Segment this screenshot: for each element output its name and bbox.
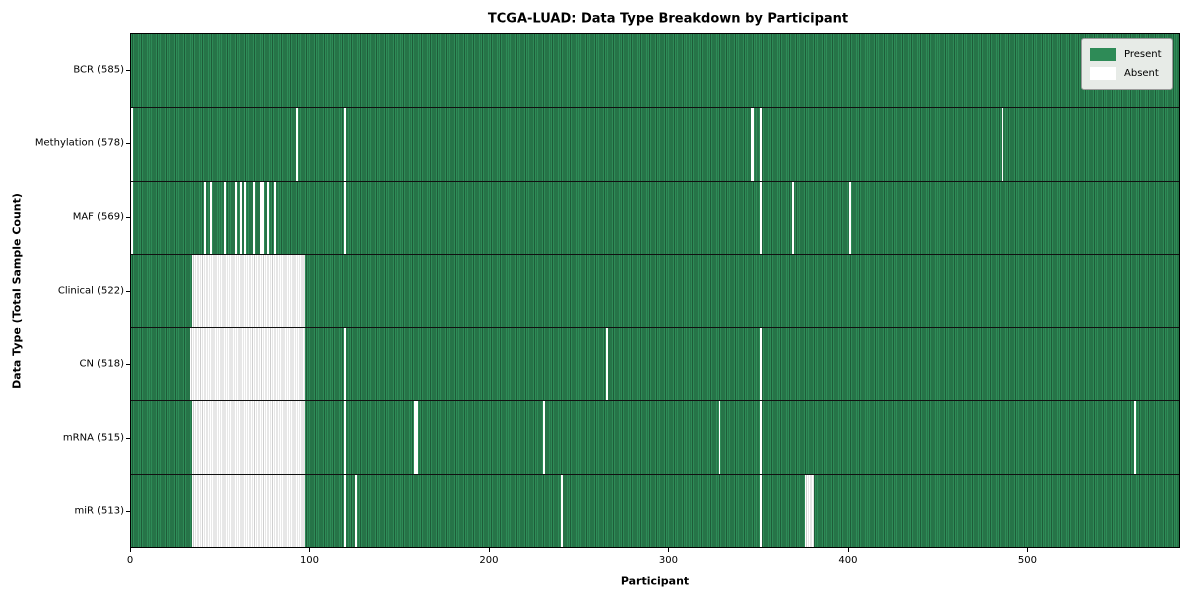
absent-marker xyxy=(543,401,545,474)
present-swatch xyxy=(1090,48,1116,61)
heatmap-row-bcr xyxy=(131,34,1179,108)
y-tick-mark xyxy=(126,143,130,145)
absent-marker xyxy=(1134,401,1136,474)
absent-marker xyxy=(804,474,814,547)
absent-swatch xyxy=(1090,67,1116,80)
absent-marker xyxy=(131,181,133,254)
absent-marker xyxy=(267,181,269,254)
plot-area: Present Absent xyxy=(130,33,1180,548)
legend: Present Absent xyxy=(1081,38,1173,90)
absent-marker xyxy=(259,181,264,254)
absent-marker xyxy=(344,181,346,254)
y-tick-label: Clinical (522) xyxy=(57,285,124,296)
y-tick-label: CN (518) xyxy=(79,358,124,370)
absent-marker xyxy=(414,401,418,474)
y-tick-mark xyxy=(126,290,130,292)
chart-title: TCGA-LUAD: Data Type Breakdown by Partic… xyxy=(487,11,849,27)
absent-marker xyxy=(191,474,305,547)
absent-marker xyxy=(191,254,305,328)
heatmap-row-methylation xyxy=(131,107,1179,181)
heatmap-row-cn xyxy=(131,327,1179,401)
absent-marker xyxy=(243,181,246,254)
x-tick-label: 400 xyxy=(838,555,858,566)
y-tick-label: MAF (569) xyxy=(72,211,124,223)
absent-marker xyxy=(605,328,608,401)
absent-marker xyxy=(240,181,243,254)
x-tick-label: 500 xyxy=(1017,555,1037,566)
absent-marker xyxy=(252,181,255,254)
y-tick-label: mRNA (515) xyxy=(62,432,124,444)
legend-item-present: Present xyxy=(1090,45,1164,64)
absent-marker xyxy=(209,181,212,254)
x-tick-mark xyxy=(488,548,490,552)
x-tick-label: 0 xyxy=(126,555,134,566)
absent-marker xyxy=(191,401,305,474)
absent-marker xyxy=(849,181,852,254)
absent-marker xyxy=(354,474,357,547)
x-tick-mark xyxy=(309,548,311,552)
legend-label-present: Present xyxy=(1124,49,1162,60)
heatmap-row-clinical xyxy=(131,253,1179,328)
y-tick-label: miR (513) xyxy=(74,505,124,517)
x-tick-mark xyxy=(668,548,670,552)
absent-marker xyxy=(344,401,346,474)
absent-marker xyxy=(234,181,237,254)
absent-marker xyxy=(131,108,133,181)
absent-marker xyxy=(224,181,226,254)
absent-marker xyxy=(750,108,755,181)
absent-marker xyxy=(759,474,762,547)
x-tick-label: 300 xyxy=(658,555,678,566)
y-tick-mark xyxy=(126,69,130,71)
y-axis-label: Data Type (Total Sample Count) xyxy=(10,193,24,389)
x-axis-label: Participant xyxy=(620,574,690,588)
absent-marker xyxy=(344,474,346,547)
x-tick-mark xyxy=(1027,548,1029,552)
absent-marker xyxy=(759,328,762,401)
y-tick-mark xyxy=(126,511,130,513)
absent-marker xyxy=(759,108,762,181)
absent-marker xyxy=(344,108,346,181)
absent-marker xyxy=(295,108,298,181)
y-tick-label: Methylation (578) xyxy=(34,137,124,149)
y-tick-mark xyxy=(126,364,130,366)
x-tick-label: 200 xyxy=(479,555,499,566)
absent-marker xyxy=(560,474,563,547)
x-tick-mark xyxy=(847,548,849,552)
absent-marker xyxy=(190,328,305,401)
absent-marker xyxy=(274,181,277,254)
heatmap-row-maf xyxy=(131,180,1179,254)
legend-label-absent: Absent xyxy=(1124,68,1159,79)
absent-marker xyxy=(204,181,207,254)
y-tick-mark xyxy=(126,216,130,218)
y-tick-label: BCR (585) xyxy=(73,64,124,76)
absent-marker xyxy=(792,181,794,254)
absent-marker xyxy=(759,401,762,474)
absent-marker xyxy=(1001,108,1004,181)
y-tick-mark xyxy=(126,437,130,439)
absent-marker xyxy=(718,401,721,474)
heatmap-row-mrna xyxy=(131,400,1179,474)
heatmap-row-mir xyxy=(131,473,1179,547)
absent-marker xyxy=(759,181,762,254)
x-tick-label: 100 xyxy=(299,555,320,566)
legend-item-absent: Absent xyxy=(1090,64,1164,83)
absent-marker xyxy=(344,328,346,401)
x-tick-mark xyxy=(130,548,131,552)
